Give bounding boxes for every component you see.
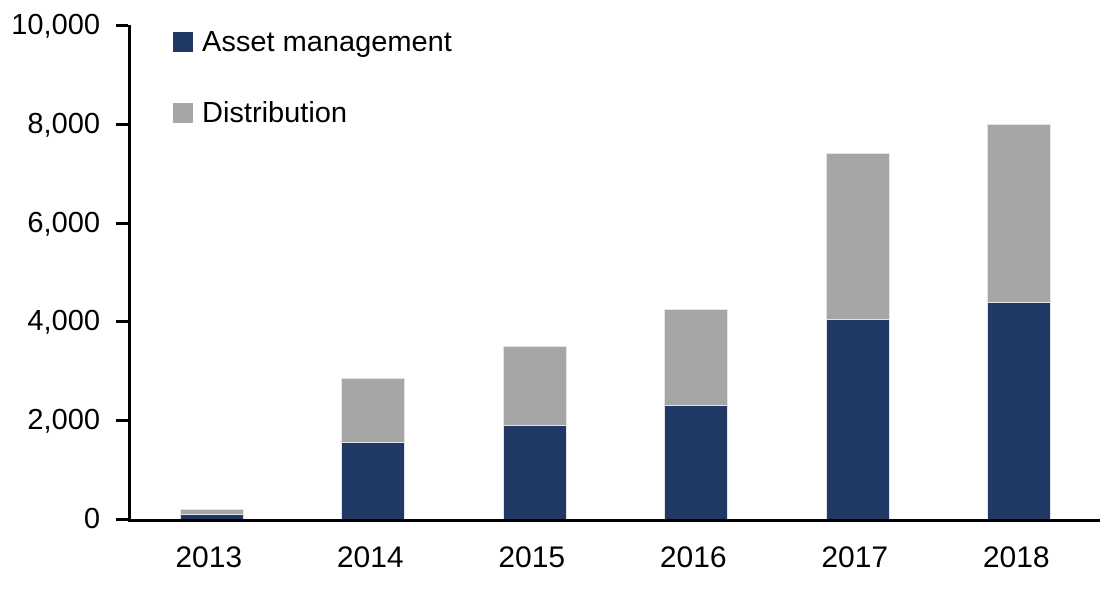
bar-column-2014: [341, 378, 406, 519]
y-axis-label: 2,000: [27, 404, 100, 437]
y-axis-tick: [116, 24, 128, 27]
bar-slot-2013: [131, 25, 293, 519]
y-axis-label: 4,000: [27, 305, 100, 338]
bar-segment-2015-asset-management: [502, 425, 567, 519]
bar-column-2013: [179, 509, 244, 519]
bar-segment-2013-asset-management: [179, 514, 244, 519]
bar-slot-2017: [777, 25, 939, 519]
bar-segment-2015-distribution: [502, 346, 567, 426]
bar-segment-2017-asset-management: [825, 318, 890, 519]
legend-swatch-distribution-icon: [173, 103, 193, 123]
bar-segment-2016-distribution: [664, 309, 729, 406]
legend-item-asset-management: Asset management: [173, 25, 452, 59]
legend-label-distribution: Distribution: [202, 96, 348, 129]
x-axis-label-2017: 2017: [821, 541, 889, 574]
x-axis-label-2016: 2016: [659, 541, 727, 574]
x-axis-label-2018: 2018: [982, 541, 1050, 574]
bar-slot-2018: [939, 25, 1101, 519]
bar-segment-2018-asset-management: [987, 301, 1052, 519]
bar-segment-2014-asset-management: [341, 442, 406, 519]
y-axis-tick: [116, 518, 128, 521]
y-axis-label: 10,000: [11, 9, 100, 41]
bars-row: [131, 25, 1100, 519]
y-axis-label: 0: [83, 503, 100, 535]
bar-segment-2014-distribution: [341, 378, 406, 443]
y-axis-label: 8,000: [27, 107, 100, 140]
y-axis-label: 6,000: [27, 206, 100, 239]
bar-slot-2015: [454, 25, 616, 519]
x-axis-label-2015: 2015: [498, 541, 566, 574]
legend-swatch-asset-management-icon: [173, 32, 193, 52]
legend-item-distribution: Distribution: [173, 96, 347, 130]
bar-segment-2013-distribution: [179, 509, 244, 515]
y-axis-tick: [116, 122, 128, 126]
bar-column-2017: [825, 153, 890, 519]
bar-column-2018: [987, 123, 1052, 519]
x-axis-labels: 2013 2014 2015 2016 2017 2018: [128, 541, 1097, 575]
bar-slot-2016: [616, 25, 778, 519]
y-axis-tick: [116, 320, 128, 324]
bar-column-2015: [502, 346, 567, 519]
plot-area: Asset management Distribution: [116, 24, 1100, 522]
legend-label-asset-management: Asset management: [202, 25, 452, 58]
y-axis-tick: [116, 221, 128, 225]
bar-column-2016: [664, 309, 729, 519]
bar-slot-2014: [293, 25, 455, 519]
bar-segment-2017-distribution: [825, 153, 890, 319]
bar-segment-2018-distribution: [987, 123, 1052, 302]
y-axis-tick: [116, 419, 128, 423]
x-axis-label-2014: 2014: [336, 541, 404, 574]
bar-segment-2016-asset-management: [664, 405, 729, 519]
x-axis-label-2013: 2013: [175, 541, 243, 574]
